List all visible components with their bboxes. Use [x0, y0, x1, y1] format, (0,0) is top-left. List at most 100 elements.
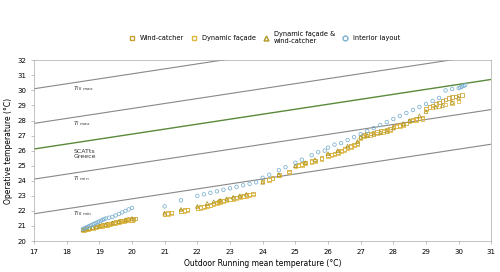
Text: $T_{I\ min}$: $T_{I\ min}$: [73, 174, 90, 183]
Point: [105, 215, 113, 220]
Point: [324, 152, 332, 156]
Point: [416, 105, 424, 109]
Point: [80, 227, 88, 231]
Point: [308, 159, 316, 163]
Point: [282, 165, 290, 169]
Point: [396, 114, 404, 118]
Point: [380, 130, 388, 134]
Point: [354, 142, 362, 146]
Point: [454, 94, 462, 98]
Point: [445, 96, 453, 100]
Point: [131, 217, 139, 221]
Point: [363, 134, 371, 138]
Point: [242, 194, 250, 198]
Point: [418, 117, 426, 121]
Point: [456, 85, 464, 89]
Point: [386, 127, 394, 131]
Point: [214, 200, 222, 205]
Point: [236, 194, 244, 199]
Point: [458, 93, 466, 97]
Point: [79, 228, 87, 232]
Point: [226, 186, 234, 190]
Point: [106, 222, 114, 226]
Point: [435, 104, 443, 109]
Point: [294, 163, 302, 167]
Point: [98, 224, 106, 228]
Point: [370, 126, 378, 130]
Point: [370, 132, 378, 136]
Point: [104, 222, 112, 227]
Point: [160, 211, 168, 215]
Point: [366, 133, 374, 137]
Point: [120, 219, 128, 223]
Point: [220, 188, 228, 192]
Point: [390, 117, 398, 121]
Point: [246, 182, 254, 186]
Point: [216, 198, 224, 203]
Point: [409, 118, 417, 122]
Point: [114, 221, 122, 225]
Point: [82, 227, 90, 231]
Point: [334, 149, 342, 153]
Point: [232, 185, 240, 189]
Point: [210, 200, 218, 204]
Point: [328, 153, 336, 157]
Point: [118, 219, 126, 224]
Point: [160, 212, 168, 217]
Point: [105, 221, 113, 226]
Point: [110, 221, 118, 225]
Point: [356, 136, 364, 140]
Point: [122, 209, 130, 213]
Point: [79, 227, 87, 231]
Point: [124, 207, 132, 212]
Point: [390, 126, 398, 130]
Point: [406, 118, 413, 123]
Point: [330, 152, 338, 156]
Point: [448, 87, 456, 91]
Point: [376, 130, 384, 135]
Point: [275, 172, 283, 177]
Point: [118, 210, 126, 215]
Point: [89, 225, 97, 230]
Point: [222, 197, 230, 202]
Point: [97, 224, 105, 228]
Point: [370, 132, 378, 136]
Point: [80, 228, 88, 232]
Point: [363, 129, 371, 133]
Point: [124, 216, 132, 221]
Point: [356, 135, 364, 139]
Point: [122, 218, 130, 223]
Point: [301, 160, 309, 165]
Point: [96, 225, 104, 229]
Point: [246, 192, 254, 196]
Point: [84, 227, 92, 231]
Point: [92, 221, 100, 225]
Point: [416, 114, 424, 118]
Point: [220, 198, 228, 203]
Legend: Wind-catcher, Dynamic façade, Dynamic façade &
wind-catcher, interior layout: Wind-catcher, Dynamic façade, Dynamic fa…: [125, 31, 400, 44]
Point: [301, 161, 309, 166]
Point: [422, 109, 430, 114]
Point: [90, 221, 98, 226]
Point: [242, 193, 250, 197]
Point: [292, 163, 300, 168]
Point: [96, 219, 104, 224]
Point: [210, 201, 218, 206]
Point: [292, 163, 300, 168]
Point: [120, 218, 128, 222]
Point: [108, 221, 116, 225]
Point: [123, 218, 131, 222]
Point: [213, 189, 221, 193]
Point: [334, 150, 342, 154]
Point: [324, 146, 332, 150]
Point: [86, 226, 94, 230]
Point: [97, 224, 105, 228]
Point: [422, 106, 430, 111]
Point: [460, 84, 468, 88]
Point: [79, 228, 87, 232]
Point: [84, 226, 92, 230]
Point: [105, 222, 113, 227]
Point: [106, 221, 114, 225]
Point: [216, 199, 224, 203]
Point: [167, 210, 175, 215]
